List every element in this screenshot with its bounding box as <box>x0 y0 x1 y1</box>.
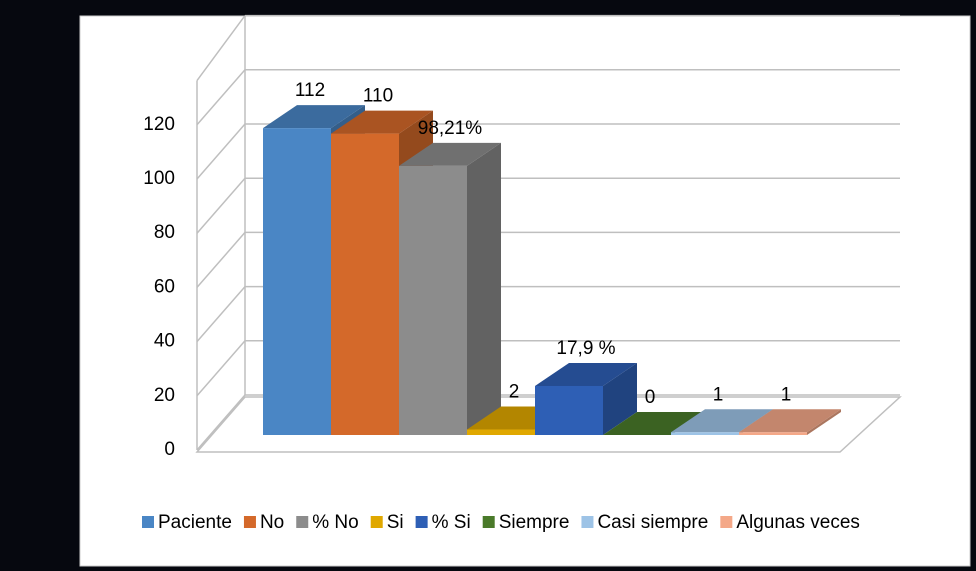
legend-swatch <box>142 516 154 528</box>
grid-diagonal <box>196 286 246 343</box>
legend-swatch <box>720 516 733 528</box>
bar-side <box>807 409 841 435</box>
bar-top <box>263 105 365 129</box>
value-label: 1 <box>713 384 724 405</box>
value-label: 0 <box>645 387 656 408</box>
legend-label: % No <box>312 512 358 533</box>
bar-front <box>535 385 603 435</box>
grid-diagonal <box>196 177 246 234</box>
legend-label: No <box>260 512 284 533</box>
legend-label: % Si <box>432 512 471 533</box>
legend-label: Siempre <box>499 512 570 533</box>
grid-diagonal <box>196 231 246 288</box>
floor <box>195 396 902 453</box>
grid-diagonal <box>196 123 246 180</box>
bar <box>399 142 501 435</box>
y-tick-label: 60 <box>154 276 175 297</box>
grid-diagonal <box>196 394 246 451</box>
y-tick-label: 40 <box>154 331 175 352</box>
value-label: 112 <box>295 80 325 101</box>
bar-side <box>603 362 637 435</box>
legend-swatch <box>243 516 256 528</box>
wall-top <box>196 15 246 82</box>
bar-front <box>671 432 739 435</box>
y-tick-label: 100 <box>143 168 175 189</box>
bar-front <box>263 128 331 435</box>
bar-top <box>535 362 637 386</box>
bar-side <box>467 142 501 435</box>
legend-label: Si <box>387 512 404 533</box>
bar-front <box>467 429 535 435</box>
bar-top <box>331 110 433 134</box>
bar-front <box>399 165 467 435</box>
legend-swatch <box>581 516 594 528</box>
grid-diagonal <box>196 340 246 397</box>
grid-diagonal <box>196 69 246 126</box>
chart-area <box>79 15 971 567</box>
y-tick-label: 20 <box>154 385 175 406</box>
grid-line <box>196 69 900 126</box>
bar-front <box>739 432 807 435</box>
legend-swatch <box>296 516 309 528</box>
bar-top <box>399 142 501 166</box>
value-label: 1 <box>781 384 792 405</box>
bar <box>535 362 637 435</box>
legend-swatch <box>415 516 428 528</box>
legend-label: Algunas veces <box>736 512 860 533</box>
y-tick-label: 120 <box>143 114 175 135</box>
legend-swatch <box>370 516 383 528</box>
value-label: 2 <box>509 382 520 403</box>
value-label: 17,9 % <box>556 338 615 359</box>
y-tick-label: 80 <box>154 222 175 243</box>
legend-label: Casi siempre <box>597 512 708 533</box>
bar-top <box>739 409 841 433</box>
legend-label: Paciente <box>158 512 232 533</box>
y-tick-label: 0 <box>164 439 175 460</box>
bar-front <box>331 133 399 435</box>
legend-swatch <box>482 516 495 528</box>
value-label: 110 <box>363 86 393 107</box>
bar <box>739 409 841 435</box>
value-label: 98,21% <box>418 118 483 139</box>
